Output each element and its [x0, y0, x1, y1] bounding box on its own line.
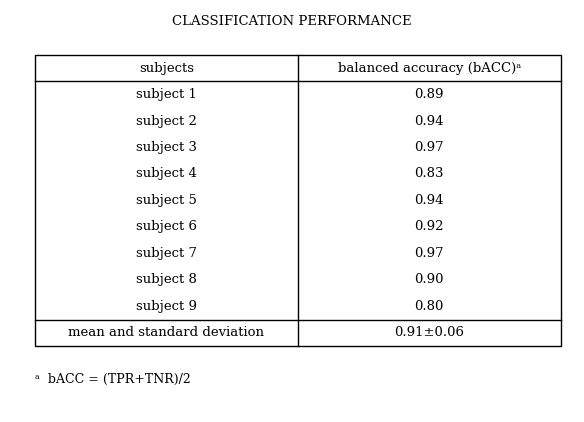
Text: 0.92: 0.92 [415, 220, 444, 233]
Text: 0.94: 0.94 [415, 194, 444, 207]
Text: 0.83: 0.83 [415, 168, 444, 181]
Text: 0.91±0.06: 0.91±0.06 [394, 326, 464, 339]
Text: subject 9: subject 9 [136, 300, 197, 313]
Text: 0.89: 0.89 [415, 88, 444, 101]
Text: 0.80: 0.80 [415, 300, 444, 313]
Text: subject 4: subject 4 [136, 168, 197, 181]
Text: 0.97: 0.97 [415, 141, 444, 154]
Text: subject 1: subject 1 [136, 88, 197, 101]
Text: CLASSIFICATION PERFORMANCE: CLASSIFICATION PERFORMANCE [172, 15, 412, 27]
Text: subject 3: subject 3 [136, 141, 197, 154]
Text: ᵃ  bACC = (TPR+TNR)/2: ᵃ bACC = (TPR+TNR)/2 [35, 373, 191, 386]
Text: subject 5: subject 5 [136, 194, 197, 207]
Text: subject 8: subject 8 [136, 273, 197, 287]
Text: 0.97: 0.97 [415, 247, 444, 260]
Text: 0.90: 0.90 [415, 273, 444, 287]
Text: subject 2: subject 2 [136, 114, 197, 127]
Text: subject 7: subject 7 [136, 247, 197, 260]
Text: mean and standard deviation: mean and standard deviation [68, 326, 265, 339]
Text: subject 6: subject 6 [136, 220, 197, 233]
Text: balanced accuracy (bACC)ᵃ: balanced accuracy (bACC)ᵃ [338, 62, 521, 75]
Text: 0.94: 0.94 [415, 114, 444, 127]
Text: subjects: subjects [139, 62, 194, 75]
